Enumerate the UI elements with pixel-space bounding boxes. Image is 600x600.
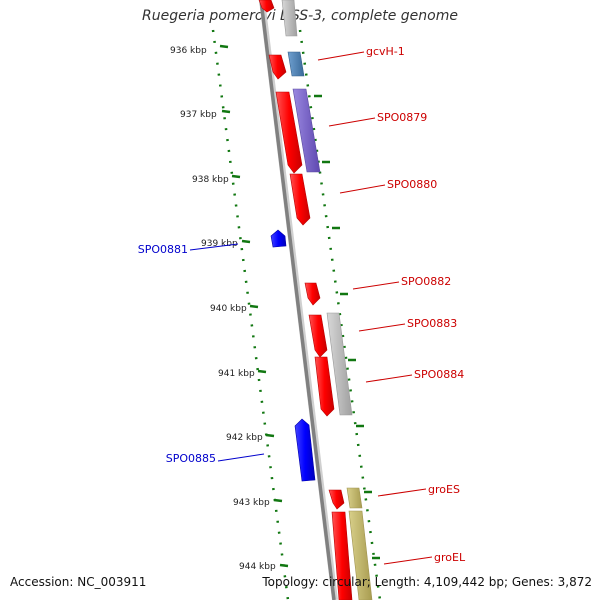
gene-arrow[interactable] (289, 173, 311, 226)
gene-label-gcvh1[interactable]: gcvH-1 (366, 45, 405, 58)
ruler-label: 941 kbp (218, 369, 255, 379)
topology-text: Topology: circular; Length: 4,109,442 bp… (262, 575, 592, 589)
map-title: Ruegeria pomeroyi DSS-3, complete genome (142, 8, 458, 24)
cog-bar-gray (281, 0, 298, 37)
reverse-genes (270, 229, 316, 482)
ruler-label: 944 kbp (239, 562, 276, 572)
ruler-label: 943 kbp (233, 498, 270, 508)
gene-arrow[interactable] (294, 418, 316, 482)
cog-bars (281, 0, 373, 600)
gene-label-spo0879[interactable]: SPO0879 (377, 111, 427, 124)
gene-label-spo0882[interactable]: SPO0882 (401, 275, 451, 288)
gene-arrow[interactable] (275, 91, 303, 174)
gene-arrow[interactable] (258, 0, 275, 13)
ruler-label: 936 kbp (170, 46, 207, 56)
genome-backbone-core (259, 0, 336, 600)
gene-arrow[interactable] (270, 229, 287, 248)
label-leaders (189, 51, 433, 565)
ruler-label: 940 kbp (210, 304, 247, 314)
gene-label-spo0881[interactable]: SPO0881 (138, 243, 188, 256)
cog-bar-steel (287, 51, 305, 77)
cog-bar-olive (348, 510, 373, 600)
gene-label-spo0885[interactable]: SPO0885 (166, 452, 216, 465)
cog-bar-gray (326, 312, 353, 416)
gene-label-groel[interactable]: groEL (434, 551, 466, 564)
gene-label-spo0884[interactable]: SPO0884 (414, 368, 464, 381)
ruler-label: 937 kbp (180, 110, 217, 120)
gene-label-spo0880[interactable]: SPO0880 (387, 178, 437, 191)
gene-arrow[interactable] (268, 54, 287, 80)
forward-genes (258, 0, 353, 600)
cog-bar-purple (292, 88, 321, 173)
ruler-label: 939 kbp (201, 239, 238, 249)
cog-bar-olive (346, 487, 363, 509)
ruler-label: 942 kbp (226, 433, 263, 443)
gene-arrow[interactable] (308, 314, 328, 358)
ruler-label: 938 kbp (192, 175, 229, 185)
gene-arrow[interactable] (328, 489, 345, 510)
gene-arrow[interactable] (331, 511, 353, 600)
gene-arrow[interactable] (314, 356, 335, 417)
accession-text: Accession: NC_003911 (10, 575, 147, 589)
gene-label-groes[interactable]: groES (428, 483, 460, 496)
gene-label-spo0883[interactable]: SPO0883 (407, 317, 457, 330)
ruler-inner-line (298, 29, 382, 600)
ruler-outer-line (211, 29, 290, 600)
gene-arrow[interactable] (304, 282, 321, 306)
ruler-major-ticks (219, 44, 380, 568)
